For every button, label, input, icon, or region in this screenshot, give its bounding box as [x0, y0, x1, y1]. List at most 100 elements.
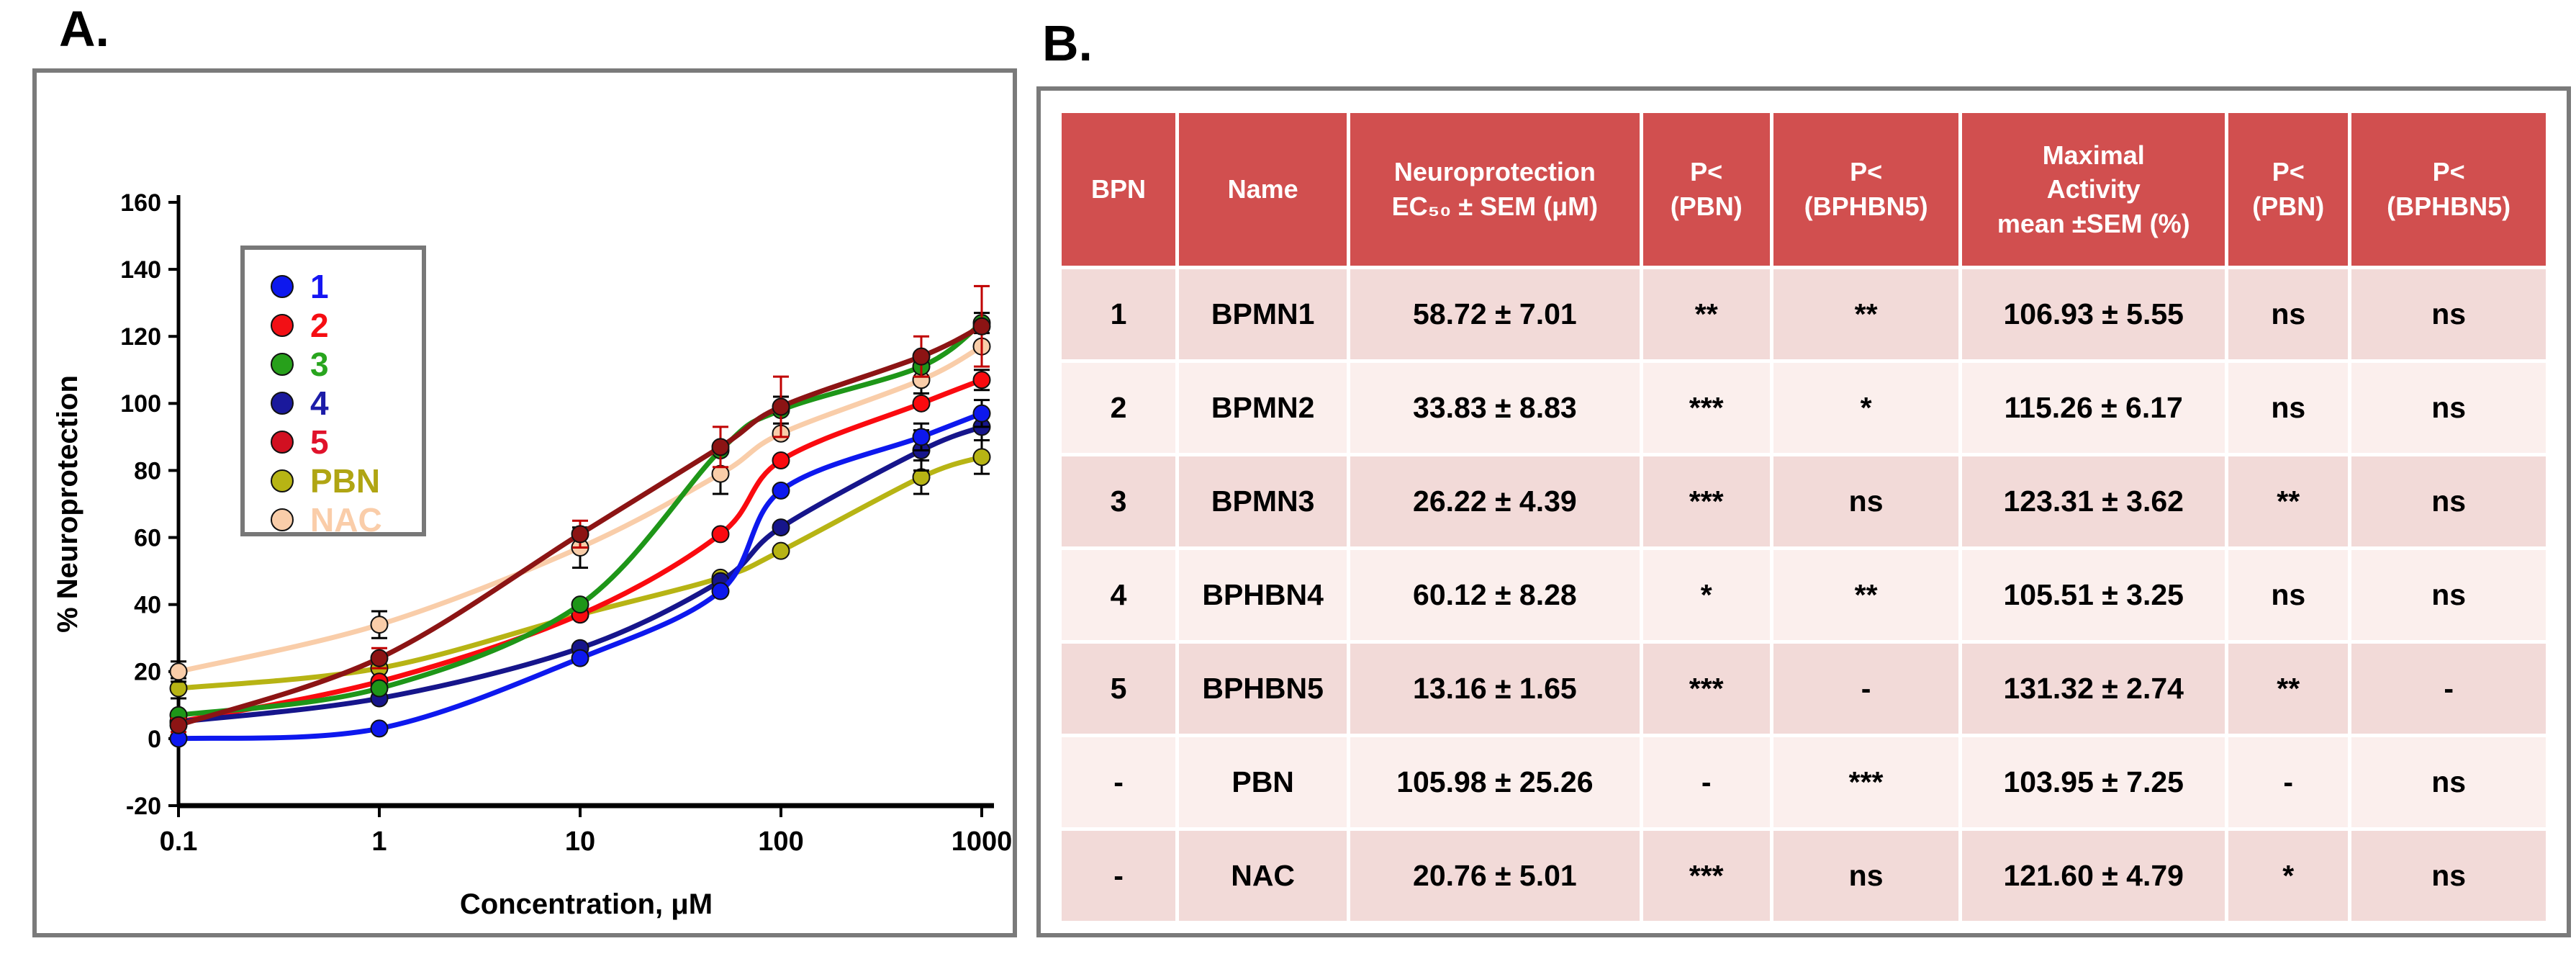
cell: 33.83 ± 8.83	[1350, 363, 1640, 453]
col-header-maximal-activity: Maximal Activity mean ±SEM (%)	[1962, 113, 2225, 266]
svg-text:120: 120	[120, 323, 161, 351]
table-row-nac: - NAC 20.76 ± 5.01 *** ns 121.60 ± 4.79 …	[1062, 831, 2546, 921]
cell: **	[2228, 456, 2349, 546]
cell: ns	[1773, 456, 1959, 546]
legend-label-1: 1	[310, 268, 329, 305]
cell: **	[1773, 269, 1959, 359]
cell: NAC	[1179, 831, 1347, 921]
y-axis: 160 140 120 100 80 60 40 20 0 -20	[120, 189, 178, 820]
svg-text:140: 140	[120, 256, 161, 284]
legend-label-NAC: NAC	[310, 501, 382, 539]
cell: -	[1642, 737, 1770, 827]
x-axis-label: Concentration, μM	[460, 888, 713, 920]
cell: *	[1773, 363, 1959, 453]
cell: 5	[1062, 644, 1176, 734]
svg-text:160: 160	[120, 189, 161, 217]
legend-marker-NAC	[271, 508, 294, 531]
svg-text:-20: -20	[126, 793, 161, 820]
cell: 103.95 ± 7.25	[1962, 737, 2225, 827]
legend-marker-PBN	[271, 469, 294, 492]
table-row-bpmn1: 1 BPMN1 58.72 ± 7.01 ** ** 106.93 ± 5.55…	[1062, 269, 2546, 359]
cell: 3	[1062, 456, 1176, 546]
cell: ***	[1642, 644, 1770, 734]
cell: ns	[2228, 363, 2349, 453]
svg-text:0.1: 0.1	[160, 827, 198, 857]
col-header-p-pbn-2: P< (PBN)	[2228, 113, 2349, 266]
table-header-row: BPN Name Neuroprotection EC₅₀ ± SEM (μM)…	[1062, 113, 2546, 266]
cell: ***	[1642, 831, 1770, 921]
cell: ns	[2228, 550, 2349, 640]
svg-text:1: 1	[371, 827, 387, 857]
cell: ns	[2351, 831, 2546, 921]
svg-text:10: 10	[565, 827, 595, 857]
cell: 20.76 ± 5.01	[1350, 831, 1640, 921]
col-header-ec50: Neuroprotection EC₅₀ ± SEM (μM)	[1350, 113, 1640, 266]
cell: *	[1642, 550, 1770, 640]
cell: 58.72 ± 7.01	[1350, 269, 1640, 359]
cell: 121.60 ± 4.79	[1962, 831, 2225, 921]
cell: ***	[1642, 456, 1770, 546]
dose-response-chart: 160 140 120 100 80 60 40 20 0 -20 0.1 1 10 100 1000 Con…	[52, 189, 1013, 920]
cell: 105.98 ± 25.26	[1350, 737, 1640, 827]
cell: 4	[1062, 550, 1176, 640]
cell: -	[1773, 644, 1959, 734]
series-5	[169, 284, 991, 734]
cell: -	[2228, 737, 2349, 827]
cell: ***	[1773, 737, 1959, 827]
cell: *	[2228, 831, 2349, 921]
results-table: BPN Name Neuroprotection EC₅₀ ± SEM (μM)…	[1058, 109, 2549, 924]
legend-label-5: 5	[310, 423, 329, 461]
table-row-bphbn5: 5 BPHBN5 13.16 ± 1.65 *** - 131.32 ± 2.7…	[1062, 644, 2546, 734]
table-row-pbn: - PBN 105.98 ± 25.26 - *** 103.95 ± 7.25…	[1062, 737, 2546, 827]
svg-text:1000: 1000	[952, 827, 1013, 857]
cell: BPMN1	[1179, 269, 1347, 359]
cell: 123.31 ± 3.62	[1962, 456, 2225, 546]
svg-text:40: 40	[134, 592, 161, 619]
cell: PBN	[1179, 737, 1347, 827]
cell: ns	[2228, 269, 2349, 359]
series-1	[169, 399, 991, 748]
axes	[176, 195, 994, 809]
cell: BPHBN4	[1179, 550, 1347, 640]
cell: ns	[2351, 456, 2546, 546]
col-header-p-bphbn5-1: P< (BPHBN5)	[1773, 113, 1959, 266]
panel-a-title: A.	[59, 1, 109, 57]
legend-marker-4	[271, 392, 294, 415]
cell: **	[1773, 550, 1959, 640]
y-axis-label: % Neuroprotection	[52, 375, 83, 633]
legend-marker-1	[271, 275, 294, 298]
legend-label-3: 3	[310, 346, 329, 383]
svg-text:20: 20	[134, 659, 161, 686]
cell: ns	[2351, 363, 2546, 453]
cell: 2	[1062, 363, 1176, 453]
table-row-bphbn4: 4 BPHBN4 60.12 ± 8.28 * ** 105.51 ± 3.25…	[1062, 550, 2546, 640]
svg-text:100: 100	[758, 827, 803, 857]
cell: BPMN3	[1179, 456, 1347, 546]
panel-a: 160 140 120 100 80 60 40 20 0 -20 0.1 1 10 100 1000 Con…	[32, 68, 1017, 937]
svg-text:0: 0	[148, 726, 161, 753]
cell: 1	[1062, 269, 1176, 359]
legend-marker-5	[271, 431, 294, 454]
cell: ***	[1642, 363, 1770, 453]
cell: 115.26 ± 6.17	[1962, 363, 2225, 453]
cell: ns	[2351, 269, 2546, 359]
legend-label-2: 2	[310, 307, 329, 344]
cell: **	[2228, 644, 2349, 734]
col-header-p-bphbn5-2: P< (BPHBN5)	[2351, 113, 2546, 266]
svg-text:100: 100	[120, 390, 161, 418]
cell: **	[1642, 269, 1770, 359]
cell: -	[1062, 831, 1176, 921]
panel-b-title: B.	[1042, 15, 1093, 71]
cell: ns	[1773, 831, 1959, 921]
legend-marker-3	[271, 353, 294, 376]
svg-text:60: 60	[134, 524, 161, 551]
cell: -	[1062, 737, 1176, 827]
cell: ns	[2351, 550, 2546, 640]
legend-marker-2	[271, 314, 294, 337]
legend-label-PBN: PBN	[310, 462, 380, 500]
results-table-wrap: BPN Name Neuroprotection EC₅₀ ± SEM (μM)…	[1058, 109, 2549, 924]
cell: BPMN2	[1179, 363, 1347, 453]
legend-label-4: 4	[310, 384, 329, 422]
cell: ns	[2351, 737, 2546, 827]
